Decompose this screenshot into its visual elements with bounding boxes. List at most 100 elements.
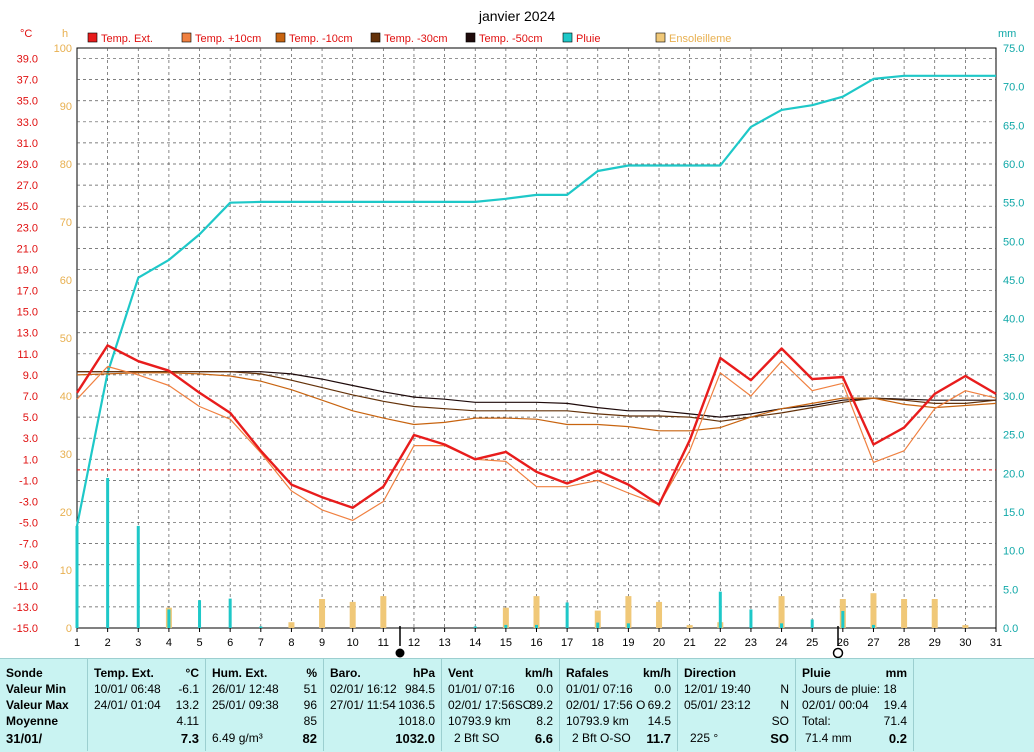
pluie-max-val: 19.4: [883, 698, 907, 712]
sunshine-bar: [656, 601, 663, 628]
rafales-current: 11.7: [646, 731, 671, 746]
sun-tick-label: 80: [60, 159, 72, 171]
vent-title: Vent: [448, 666, 474, 680]
baro-min-time: 02/01/ 16:12: [330, 682, 397, 696]
hum-column: Hum. Ext.% 26/01/ 12:48 51 25/01/ 09:38 96…: [206, 659, 324, 751]
baro-avg: 1018.0: [398, 714, 435, 728]
sonde-header: Sonde: [6, 666, 43, 680]
rain-bar: [718, 591, 722, 628]
x-tick-label: 7: [258, 637, 264, 649]
temp-tick-label: 15.0: [17, 307, 38, 319]
vent-extra: 2 Bft SO: [454, 731, 500, 745]
rain-tick-label: 10.0: [1003, 546, 1024, 558]
x-tick-label: 4: [166, 637, 172, 649]
sun-axis-unit: h: [62, 28, 68, 40]
daily-rain-bars: [75, 477, 875, 628]
x-tick-label: 3: [135, 637, 141, 649]
vent-min-time: 01/01/ 07:16: [448, 682, 515, 696]
sun-tick-label: 50: [60, 333, 72, 345]
pluie-total-val: 71.4: [883, 714, 907, 728]
direction-current: SO: [770, 731, 789, 746]
temp-unit: °C: [185, 666, 199, 680]
sun-tick-label: 90: [60, 101, 72, 113]
temp-tick-label: -11.0: [14, 581, 38, 593]
rafales-min-time: 01/01/ 07:16: [566, 682, 633, 696]
legend-swatch: [275, 32, 286, 43]
legend-label: Temp. -10cm: [289, 33, 353, 45]
temp-tick-label: 19.0: [17, 264, 38, 276]
temp-tick-label: 23.0: [17, 222, 38, 234]
legend-label: Temp. +10cm: [195, 33, 261, 45]
x-tick-label: 15: [500, 637, 512, 649]
baro-unit: hPa: [412, 666, 435, 680]
rafales-column: Rafales km/h 01/01/ 07:16 0.0 02/01/ 17:56…: [560, 659, 678, 751]
direction-avg: SO: [771, 714, 789, 728]
temp-tick-label: -13.0: [13, 602, 38, 614]
rain-tick-label: 0.0: [1003, 623, 1018, 635]
hum-title: Hum. Ext.: [212, 666, 268, 680]
x-tick-label: 16: [530, 637, 542, 649]
rain-tick-label: 65.0: [1003, 120, 1024, 132]
hum-min-time: 26/01/ 12:48: [212, 682, 279, 696]
sunshine-bar: [594, 610, 601, 628]
hum-current: 82: [302, 731, 317, 746]
hum-min-val: 51: [303, 682, 317, 696]
sunshine-bar: [778, 596, 785, 628]
x-tick-label: 1: [74, 637, 80, 649]
temp-axis-unit: °C: [20, 28, 32, 40]
temp-tick-label: 5.0: [23, 412, 38, 424]
full-moon-icon: [832, 647, 844, 658]
rain-bar: [841, 610, 845, 628]
rain-tick-label: 25.0: [1003, 430, 1024, 442]
temp-tick-label: 25.0: [17, 201, 38, 213]
x-tick-label: 26: [837, 637, 849, 649]
temp-tick-label: 39.0: [17, 54, 38, 66]
rain-bar: [75, 525, 79, 628]
rain-tick-label: 70.0: [1003, 82, 1024, 94]
temp-max-val: 13.2: [175, 698, 199, 712]
sunshine-bar: [533, 596, 540, 628]
rain-tick-label: 60.0: [1003, 159, 1024, 171]
direction-extra: 225 °: [690, 731, 719, 745]
temp-tick-label: -7.0: [19, 539, 38, 551]
x-tick-label: 28: [898, 637, 910, 649]
legend-swatch: [562, 32, 573, 43]
x-tick-label: 31: [990, 637, 1002, 649]
x-tick-label: 21: [684, 637, 696, 649]
series-line-temp-ext-: [75, 344, 997, 509]
legend-label: Ensoleilleme: [669, 33, 731, 45]
rain-bar: [259, 626, 263, 628]
temp-tick-label: -1.0: [19, 475, 38, 487]
sunshine-bar: [502, 607, 509, 628]
weather-chart: janvier 2024 °C h mm Temp. Ext. Temp. +10…: [13, 8, 1024, 658]
rain-tick-label: 40.0: [1003, 314, 1024, 326]
temp-current: 7.3: [180, 731, 199, 746]
direction-min-time: 12/01/ 19:40: [684, 682, 751, 696]
direction-title: Direction: [684, 666, 737, 680]
temp-axis-ticks: 39.0 37.0 35.0 33.0 31.0 29.0 27.0 25.0 23.0 21.0…: [13, 54, 38, 635]
pluie-column: Pluie mm Jours de pluie: 18 02/01/ 00:04 1…: [796, 659, 914, 751]
vent-column: Vent km/h 01/01/ 07:16 0.0 02/01/ 17:56SO 3…: [442, 659, 560, 751]
sunshine-bar: [870, 593, 877, 628]
x-tick-label: 10: [347, 637, 359, 649]
baro-current: 1032.0: [395, 731, 435, 746]
series-line-temp-10cm: [76, 372, 997, 432]
rafales-unit: km/h: [642, 666, 671, 680]
sun-tick-label: 70: [60, 217, 72, 229]
rain-bar: [749, 609, 753, 628]
chart-title: janvier 2024: [478, 8, 555, 24]
rafales-extra: 2 Bft O-SO: [572, 731, 631, 745]
x-tick-label: 17: [561, 637, 573, 649]
rain-axis-unit: mm: [998, 28, 1016, 40]
sonde-column: Sonde Valeur Min Valeur Max Moyenne 31/0…: [0, 659, 88, 751]
new-moon-icon: [395, 648, 405, 658]
vent-min-val: 0.0: [536, 682, 553, 696]
series-line-pluie: [75, 74, 996, 527]
rafales-title: Rafales: [566, 666, 609, 680]
rain-axis-ticks: 75.0 70.0 65.0 60.0 55.0 50.0 45.0 40.0 35.0 30.0…: [1003, 43, 1024, 635]
sunshine-bar: [931, 599, 938, 628]
temp-tick-label: -3.0: [19, 496, 38, 508]
baro-min-val: 984.5: [404, 682, 435, 696]
rafales-max-time: 02/01/ 17:56 O: [566, 698, 646, 712]
chart-grid: [77, 48, 996, 628]
